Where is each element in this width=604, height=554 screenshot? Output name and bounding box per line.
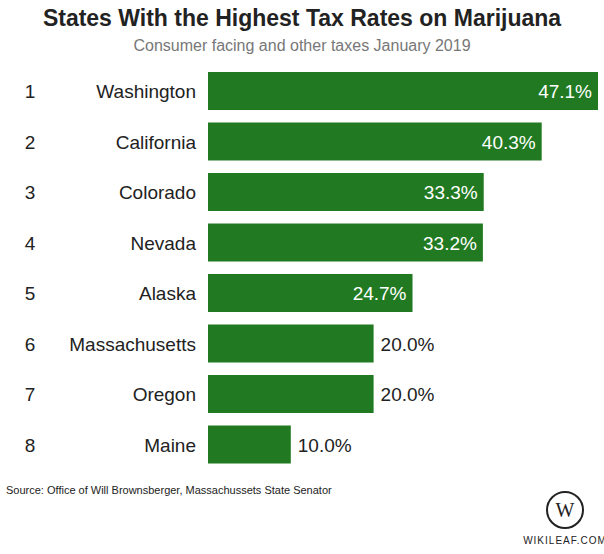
svg-text:33.2%: 33.2%	[423, 233, 477, 254]
svg-text:3: 3	[25, 182, 36, 203]
svg-text:5: 5	[25, 283, 36, 304]
svg-text:47.1%: 47.1%	[538, 81, 592, 102]
html-text:Consumer facing and other taxe: Consumer facing and other taxes January …	[133, 37, 471, 54]
html-text:States With the Highest Tax Ra: States With the Highest Tax Rates on Mar…	[42, 5, 562, 31]
svg-text:10.0%: 10.0%	[298, 435, 352, 456]
svg-text:Nevada: Nevada	[131, 233, 197, 254]
svg-text:Colorado: Colorado	[119, 182, 196, 203]
svg-text:Maine: Maine	[144, 435, 196, 456]
svg-text:W: W	[556, 499, 575, 521]
svg-text:California: California	[116, 132, 197, 153]
svg-text:24.7%: 24.7%	[353, 283, 407, 304]
html-text:Source: Office of Will Brownsb: Source: Office of Will Brownsberger, Mas…	[6, 484, 332, 496]
svg-text:WIKILEAF.COM: WIKILEAF.COM	[523, 535, 596, 546]
svg-text:20.0%: 20.0%	[381, 334, 435, 355]
svg-text:Oregon: Oregon	[133, 384, 196, 405]
svg-text:Alaska: Alaska	[139, 283, 196, 304]
svg-text:7: 7	[25, 384, 36, 405]
svg-text:8: 8	[25, 435, 36, 456]
svg-text:1: 1	[25, 81, 36, 102]
svg-text:Washington: Washington	[96, 81, 196, 102]
svg-text:33.3%: 33.3%	[424, 182, 478, 203]
svg-text:40.3%: 40.3%	[482, 132, 536, 153]
svg-text:4: 4	[25, 233, 36, 254]
svg-text:6: 6	[25, 334, 36, 355]
svg-text:20.0%: 20.0%	[381, 384, 435, 405]
svg-text:Massachusetts: Massachusetts	[69, 334, 196, 355]
svg-text:2: 2	[25, 132, 36, 153]
